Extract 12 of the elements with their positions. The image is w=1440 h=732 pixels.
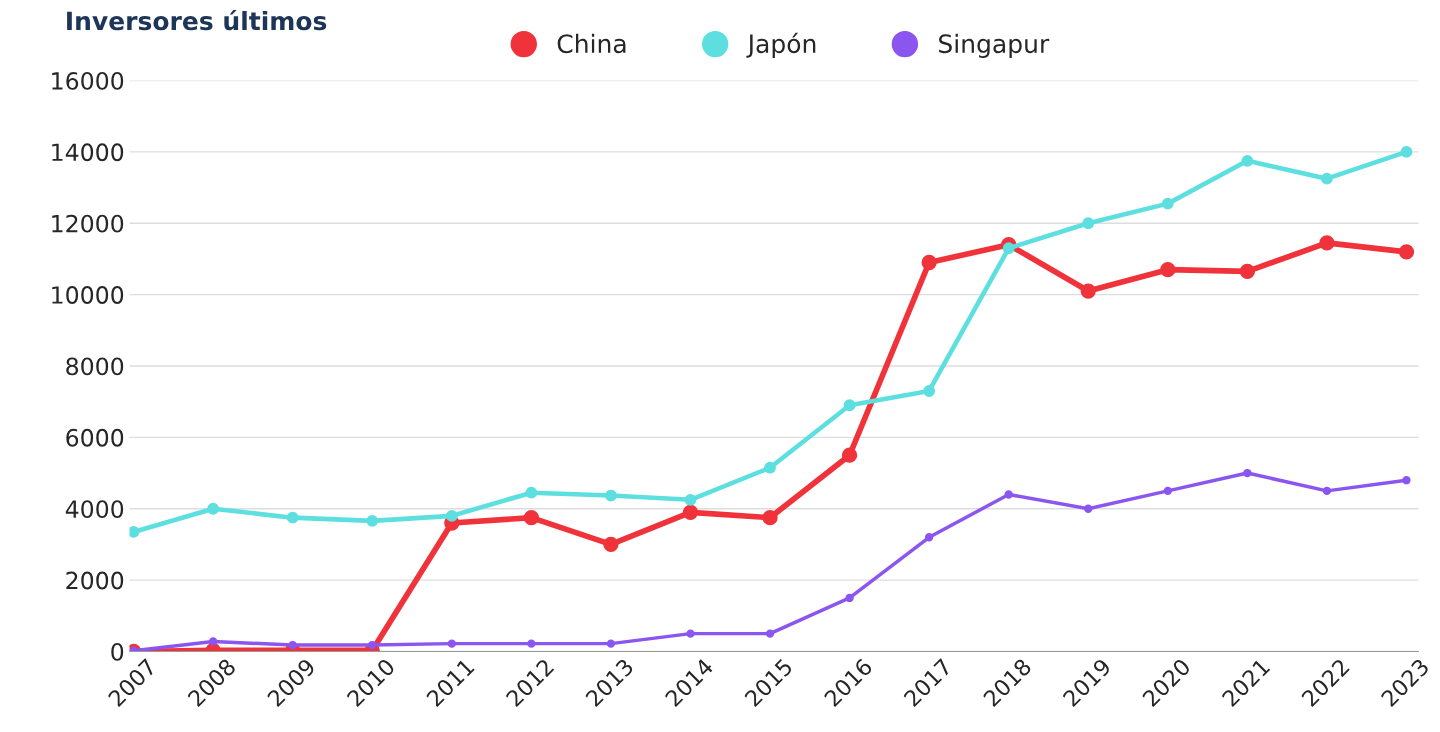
y-tick-label: 12000: [52, 214, 124, 233]
y-tick-label: 4000: [65, 500, 124, 519]
y-tick-label: 16000: [52, 71, 124, 90]
y-tick-label: 8000: [66, 357, 124, 376]
y-tick-label: 6000: [66, 428, 124, 447]
legend-label: Singapur: [939, 33, 1050, 59]
legend-label: China: [557, 33, 626, 54]
chart-title: Inversores últimos: [67, 9, 327, 31]
y-tick-label: 10000: [52, 286, 124, 304]
y-tick-label: 2000: [66, 571, 124, 590]
legend-label: Japón: [746, 32, 816, 59]
y-tick-label: 14000: [52, 143, 124, 162]
